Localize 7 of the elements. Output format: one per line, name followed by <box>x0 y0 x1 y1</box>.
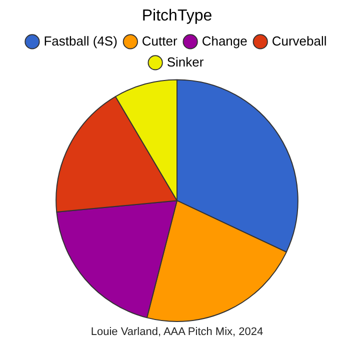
legend-label: Sinker <box>166 54 204 70</box>
legend-label: Fastball (4S) <box>44 33 118 48</box>
text: Louie Varland, AAA Pitch Mix, 2024 <box>90 326 264 338</box>
legend-title: PitchType <box>142 7 212 24</box>
legend-label: Change <box>202 33 248 48</box>
legend-label: Cutter <box>142 33 178 48</box>
legend-label: Curveball <box>272 33 327 48</box>
